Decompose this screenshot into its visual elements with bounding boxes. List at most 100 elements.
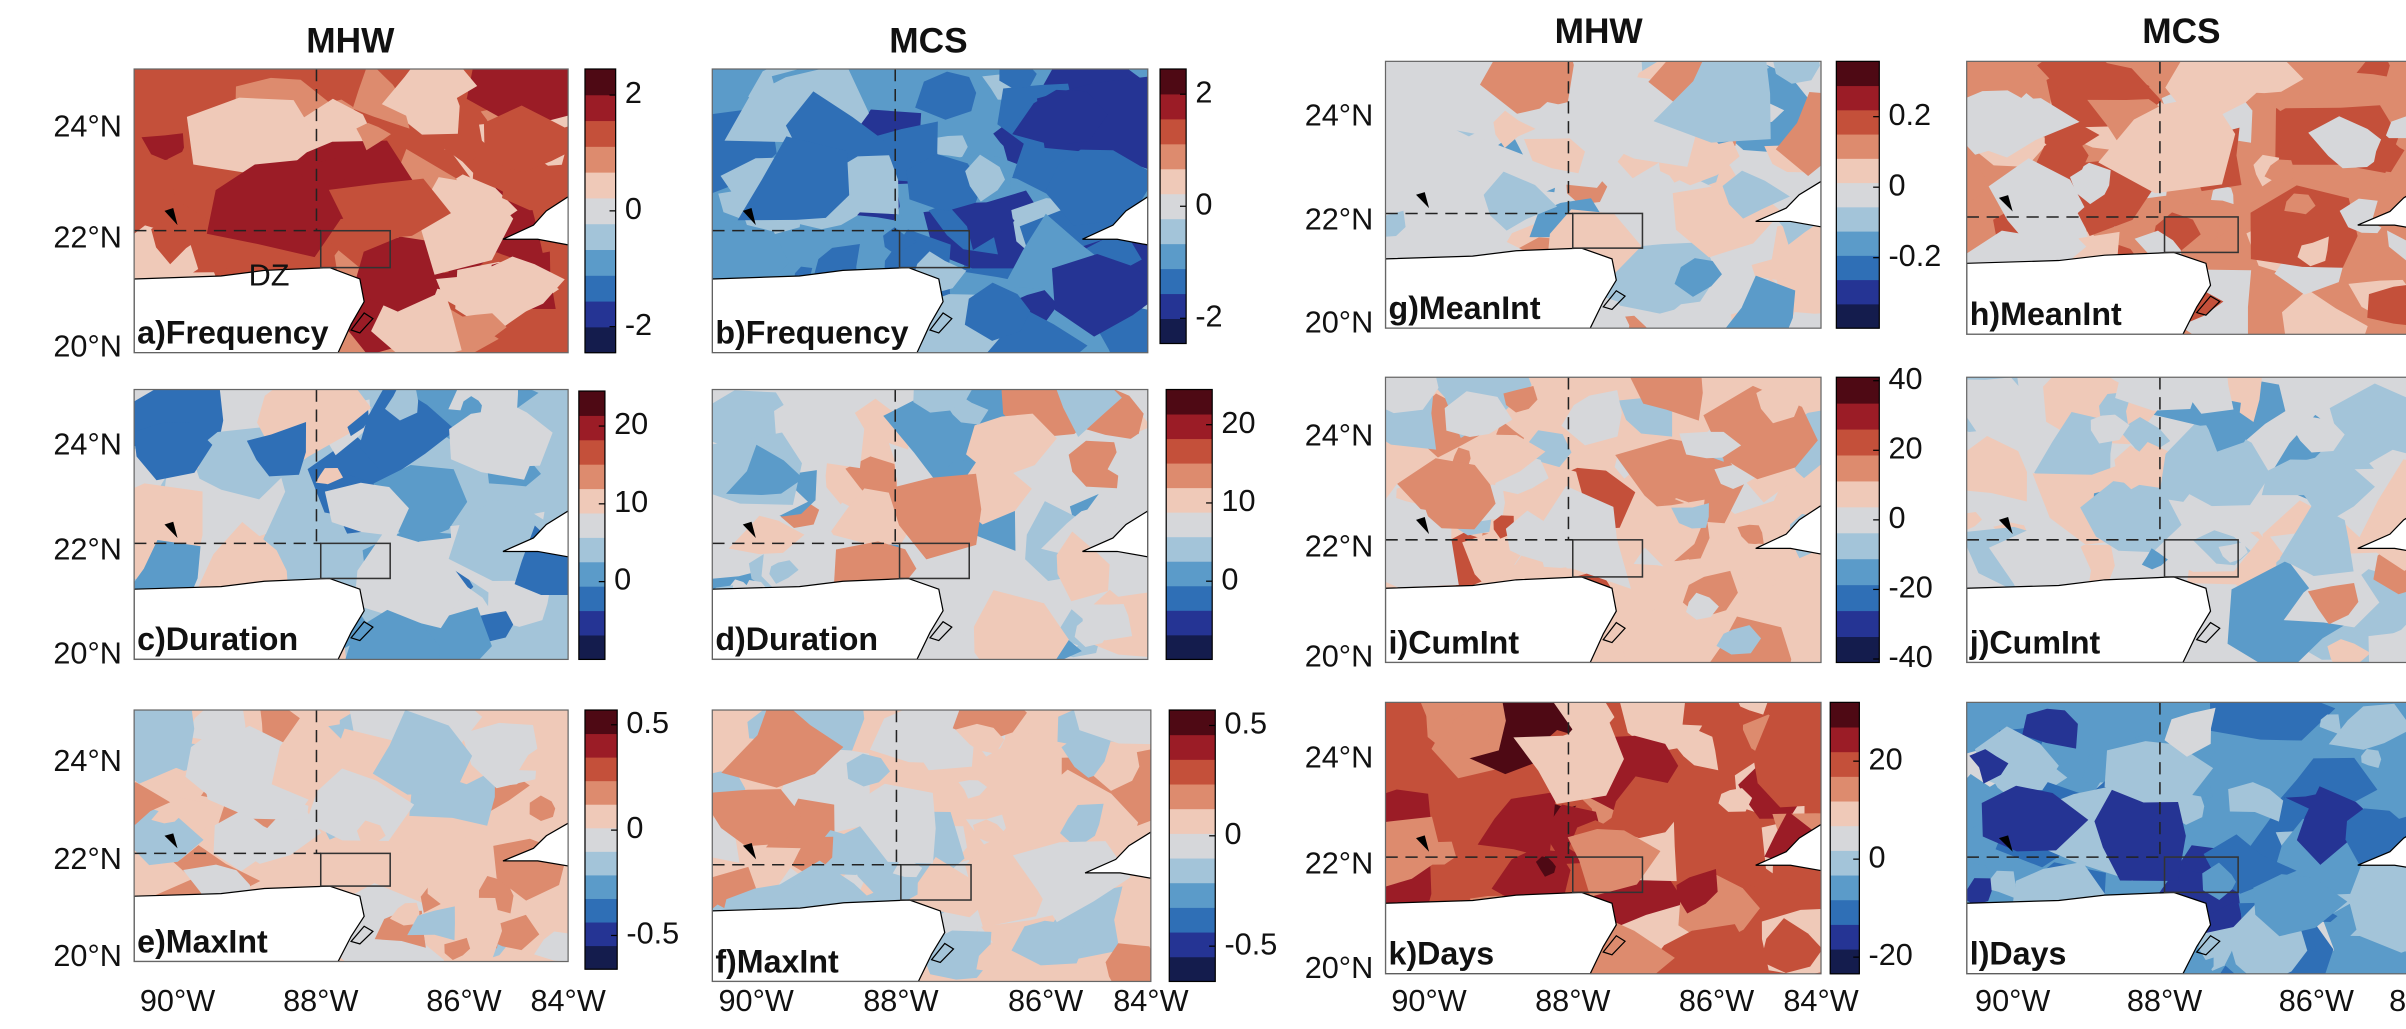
colorbar-tick-label: 0.5 (626, 706, 669, 740)
land (1755, 504, 1822, 555)
map-patch (1753, 707, 1822, 808)
colorbar-band (1166, 414, 1213, 440)
colorbar: 20 10 0 (578, 390, 648, 661)
map-patch (502, 157, 569, 211)
map-patch (2253, 874, 2348, 937)
map-patch (2328, 703, 2406, 750)
reef (164, 833, 178, 849)
map-patch (1966, 878, 1992, 905)
map-patch (726, 444, 804, 496)
map-patch (1505, 510, 1560, 561)
reef (742, 521, 756, 538)
lat-tick-label: 24°N (1305, 418, 1374, 452)
colorbar-band (578, 464, 605, 490)
colorbar-band (578, 561, 605, 587)
lon-tick-label: 90°W (718, 984, 793, 1018)
map-patch (1011, 920, 1088, 966)
colorbar-band (578, 488, 605, 514)
land (1385, 247, 1617, 329)
map-patch (2202, 862, 2236, 901)
map-patch (1981, 785, 2089, 852)
map-patch (972, 819, 1004, 843)
map-patch (951, 201, 1015, 250)
panel-frame (1966, 701, 2406, 975)
map-patch (2250, 185, 2358, 268)
map-patch (915, 71, 977, 120)
colorbar-band (1830, 776, 1860, 802)
colorbar-band (1836, 109, 1880, 135)
lat-tick-label: 24°N (53, 427, 121, 461)
panel-label: a)Frequency (137, 315, 328, 351)
map-patch (1686, 592, 1719, 620)
panel-label: h)MeanInt (1970, 296, 2122, 332)
colorbar-tick-label: 20 (614, 407, 648, 441)
map-patch (1966, 512, 1983, 530)
map-patch (206, 157, 347, 258)
colorbar-band (1836, 506, 1880, 534)
panel-label: d)Duration (715, 621, 878, 657)
colorbar-tick-label: 0 (614, 563, 631, 597)
colorbar-tick-label: 0 (625, 192, 642, 226)
map-patch (1966, 377, 2030, 437)
map-patch (444, 937, 471, 960)
map-patch (906, 153, 983, 212)
colorbar-frame (1165, 388, 1213, 661)
lon-tick-label: 84°W (1113, 984, 1188, 1018)
map-panel: f)MaxInt (711, 709, 1152, 983)
map-patch (712, 789, 802, 847)
map-patch (1674, 258, 1722, 297)
map-patch (1722, 170, 1790, 219)
colorbar: 40 20 0 -20 -40 (1835, 362, 1933, 674)
map-patch (1535, 854, 1556, 877)
reef (1998, 835, 2013, 852)
land (1755, 823, 1822, 872)
lon-tick-label: 90°W (1975, 984, 2050, 1018)
reef (1998, 195, 2013, 212)
study-box (1571, 856, 1644, 894)
map-patch (1385, 210, 1406, 237)
panel-label: k)Days (1389, 936, 1495, 972)
study-box (2163, 539, 2239, 578)
map-patch (372, 710, 473, 795)
map-patch (1523, 138, 1586, 174)
dashed-line (712, 69, 900, 232)
map-patch (1966, 158, 1988, 204)
lat-tick-label: 22°N (1305, 203, 1374, 237)
map-patch (529, 795, 556, 822)
lat-tick-label: 20°N (53, 636, 121, 670)
colorbar: 2 0 -2 (1159, 68, 1223, 345)
map-patch (1615, 439, 1746, 524)
map-patch (1773, 61, 1820, 84)
map-patch (483, 105, 569, 173)
colorbar-band (1166, 536, 1213, 562)
colorbar-band (1836, 377, 1880, 404)
lat-tick-label: 22°N (53, 842, 121, 876)
map-patch (359, 389, 456, 479)
colorbar-band (584, 94, 616, 122)
map-patch (514, 525, 569, 596)
colorbar-band (1830, 924, 1860, 950)
land (502, 510, 569, 558)
map-patch (381, 69, 478, 122)
map-patch (2114, 445, 2156, 490)
reef (1416, 192, 1430, 209)
colorbar-band (1836, 158, 1880, 184)
map-patch (1397, 458, 1496, 530)
map-patch (1445, 708, 1493, 742)
land (1966, 891, 2212, 974)
colorbar-band (1836, 584, 1880, 612)
map-panel: l)Days (1966, 701, 2406, 975)
panel-label: j)CumInt (1969, 624, 2101, 660)
colorbar-band (1169, 858, 1216, 884)
colorbar-tick-label: 0.2 (1888, 98, 1931, 132)
map-patch (964, 282, 1031, 341)
map-patch (1385, 816, 1443, 887)
colorbar-band (1836, 558, 1880, 586)
land (1966, 251, 2212, 335)
map-patch (1737, 524, 1764, 545)
column-header: MHW (1555, 12, 1644, 51)
map-patch (721, 710, 844, 788)
lat-tick-label: 20°N (1305, 951, 1374, 985)
map-patch (1012, 89, 1108, 146)
map-patch (213, 810, 290, 872)
